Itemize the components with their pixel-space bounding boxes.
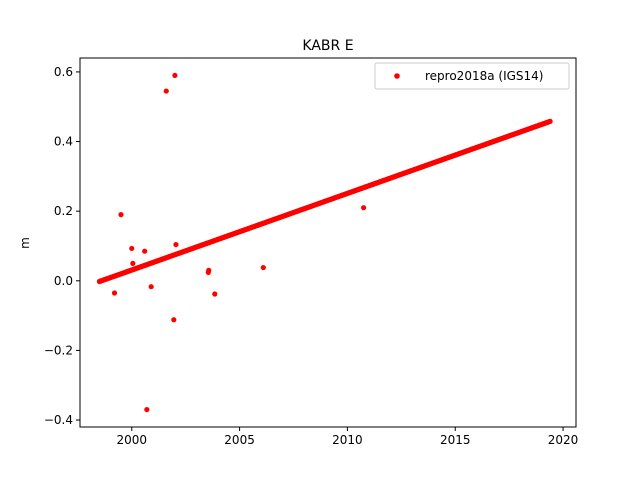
y-axis-label: m (18, 237, 32, 249)
plot-frame (79, 57, 577, 428)
x-tick-label: 2020 (548, 433, 579, 447)
data-point (547, 118, 553, 124)
outlier-point (260, 264, 266, 271)
y-tick-label: −0.2 (44, 343, 73, 357)
x-tick-label: 2015 (440, 433, 471, 447)
outlier-point (212, 291, 218, 297)
outlier-point (148, 284, 154, 290)
x-axis-ticks: 2000 2005 2010 2015 2020 (116, 427, 578, 447)
outlier-point (111, 290, 118, 296)
outlier-point (129, 245, 135, 252)
outlier-point (171, 317, 177, 323)
outlier-point (118, 212, 124, 218)
y-tick-label: 0.2 (54, 204, 73, 218)
y-tick-label: 0.4 (54, 135, 73, 149)
legend-box (374, 62, 570, 90)
outlier-point (130, 260, 136, 266)
y-axis-ticks: −0.4 −0.2 0.0 0.2 0.4 0.6 (44, 65, 80, 427)
outlier-point (172, 72, 178, 79)
legend-label: repro2018a (IGS14) (425, 69, 543, 83)
outlier-point (144, 406, 150, 413)
y-tick-label: −0.4 (44, 413, 73, 427)
outlier-point (163, 88, 169, 94)
y-tick-label: 0.6 (54, 65, 73, 79)
outlier-point (142, 248, 148, 254)
chart-title: KABR E (302, 38, 353, 54)
legend-marker (394, 73, 400, 79)
legend: repro2018a (IGS14) (374, 62, 570, 90)
outlier-point (173, 241, 179, 248)
outlier-point (206, 267, 212, 273)
y-tick-label: 0.0 (54, 274, 73, 288)
x-tick-label: 2000 (116, 433, 147, 447)
x-tick-label: 2005 (224, 433, 255, 447)
x-tick-label: 2010 (332, 433, 363, 447)
outlier-point (360, 205, 367, 211)
data-points (96, 72, 553, 413)
